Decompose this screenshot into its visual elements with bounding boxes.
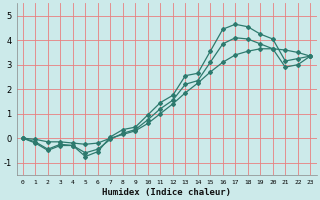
X-axis label: Humidex (Indice chaleur): Humidex (Indice chaleur)	[102, 188, 231, 197]
